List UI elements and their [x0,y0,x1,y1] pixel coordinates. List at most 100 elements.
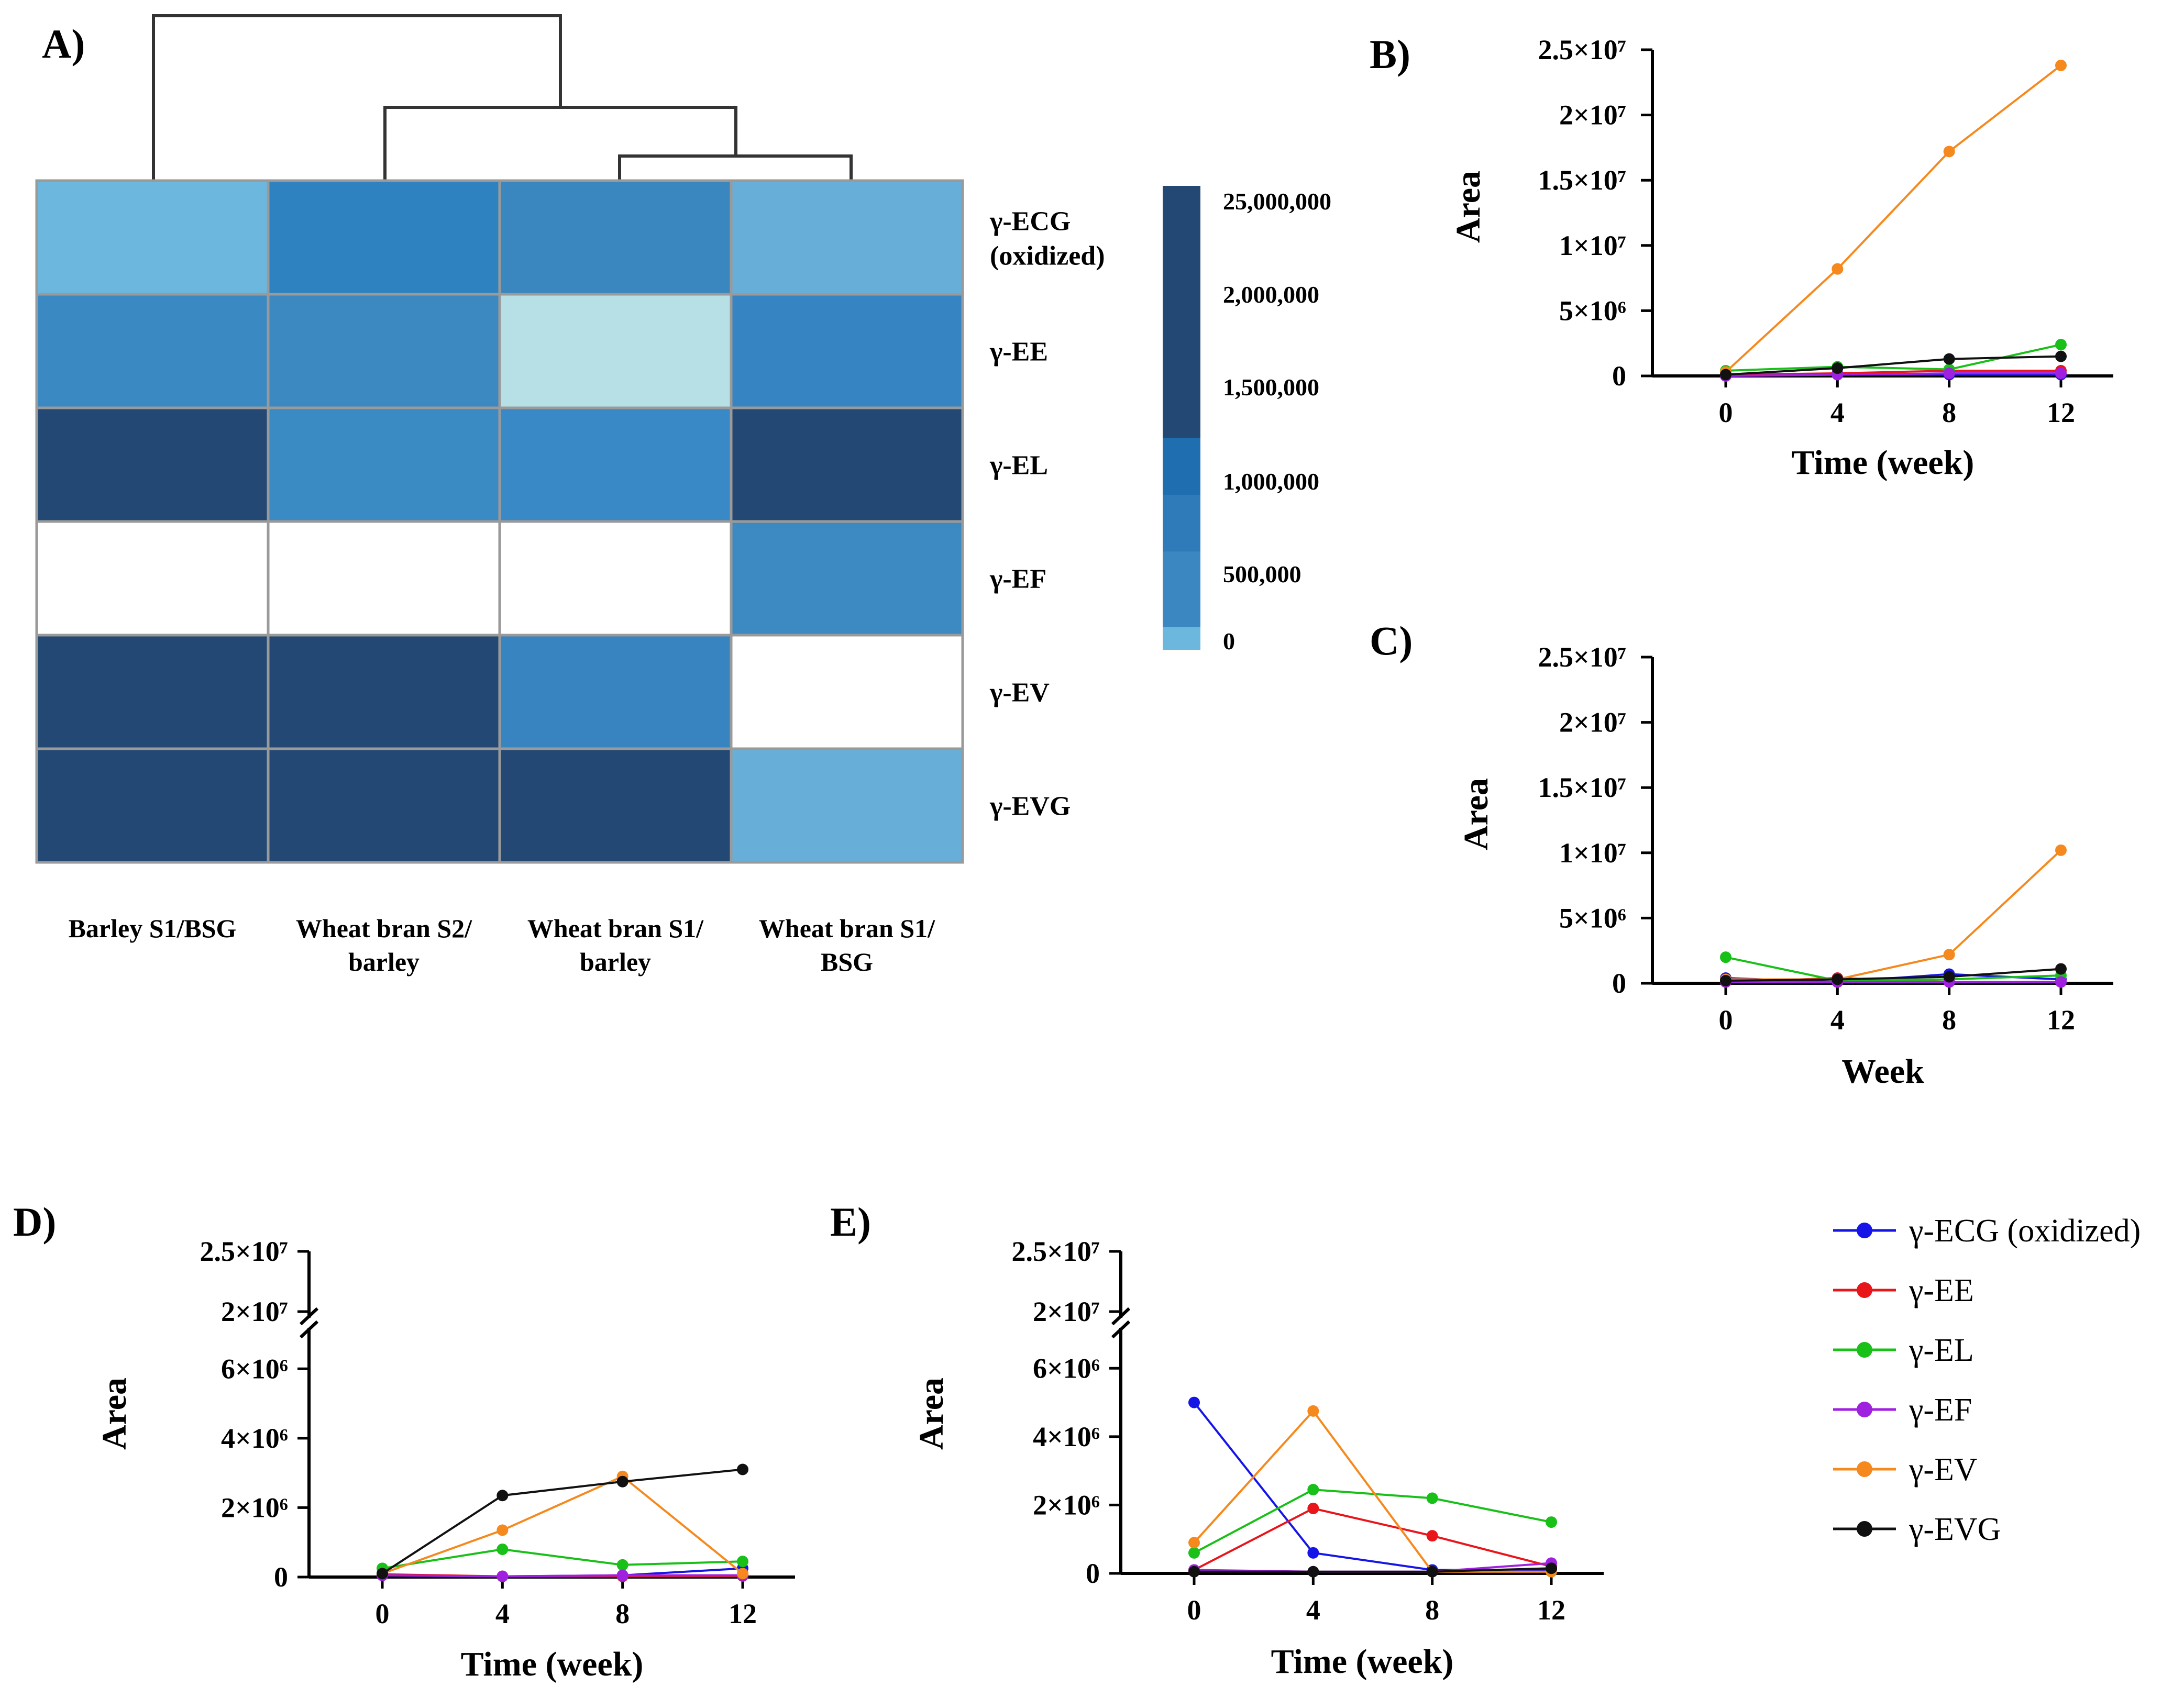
legend-marker [1857,1402,1872,1417]
panel-d-data-point [616,1569,628,1581]
panel-e-y-tick-label: 2×10⁷ [1033,1296,1100,1327]
panel-b-series-line [1725,355,2061,376]
panel-c-series-line [1726,849,2062,981]
colorbar-segment [1163,312,1200,376]
panel-c-data-point [1720,975,1731,987]
panel-c-y-axis-title: Area [1457,778,1495,850]
heatmap-row-label: γ-EE [989,337,1048,367]
panel-c-y-tick-label: 1×10⁷ [1559,837,1626,869]
panel-e-data-point [1188,1396,1200,1408]
panel-b-x-tick-label: 12 [2047,397,2075,428]
panel-d-data-point [497,1570,509,1582]
colorbar-segment [1163,551,1200,628]
panel-b-data-point [1943,146,1955,158]
dendrogram-root-branch [152,14,562,181]
panel-e-data-point [1546,1562,1557,1574]
colorbar-label: 2,000,000 [1223,281,1319,308]
colorbar-segment [1163,249,1200,313]
colorbar-segment [1163,375,1200,439]
heatmap-cell-r1-c0 [35,293,270,409]
panel-c-y-tick-label: 2×10⁷ [1559,707,1626,738]
legend-label: γ-EV [1909,1452,1978,1488]
panel-d-data-point [497,1524,509,1536]
panel-e-axis-break-mark [1111,1320,1131,1339]
heatmap-cell-r4-c1 [267,634,501,750]
heatmap-column-label: Barley S1/BSG [69,914,237,943]
heatmap-cell-r1-c1 [267,293,501,409]
panel-d-y-axis-title: Area [95,1378,134,1450]
chart-panel-c: 0 5×10⁶ 1×10⁷ 1.5×10⁷ 2×10⁷ 2.5×10⁷ 0 4 8 12 Week A… [1457,641,2113,1091]
panel-d-data-point [497,1543,509,1555]
panel-b-data-point [1943,368,1955,380]
chart-panel-b: 0 5×10⁶ 1×10⁷ 1.5×10⁷ 2×10⁷ 2.5×10⁷ 0 4 8 12 Time … [1449,34,2113,482]
panel-c-data-point [2055,976,2067,988]
panel-e-data-point [1426,1492,1438,1504]
panel-c-x-tick-label: 8 [1942,1004,1956,1036]
heatmap-cell-r0-c3 [730,179,964,296]
colorbar: 25,000,000 2,000,000 1,500,000 1,000,000 500… [1163,186,1331,654]
panel-b-y-tick-label: 0 [1612,360,1626,392]
legend-label: γ-EVG [1909,1512,2001,1547]
heatmap-cell-r1-c3 [730,293,964,409]
legend-marker [1857,1521,1872,1537]
panel-d-x-tick-label: 8 [615,1598,630,1629]
heatmap-row-label-line: γ-ECG [989,207,1071,237]
panel-b-x-tick-label: 4 [1830,397,1845,428]
heatmap-cell-r5-c2 [498,747,733,864]
panel-e-series-line [1194,1489,1552,1554]
panel-d-y-tick-label: 2×10⁷ [221,1296,288,1327]
panel-b-data-point [1943,353,1955,365]
panel-d-x-tick-label: 4 [495,1598,510,1629]
panel-e-data-point [1188,1537,1200,1549]
panel-c-data-point [1943,971,1955,983]
panel-d-series-line [382,1475,744,1575]
panel-e-data-point [1188,1547,1200,1559]
panel-d-series-line [382,1574,743,1578]
heatmap-column-label-line: BSG [821,947,873,976]
legend-label: γ-ECG (oxidized) [1909,1213,2141,1249]
panel-e-series-line [1193,1409,1551,1573]
legend-marker [1857,1342,1872,1358]
panel-e-x-axis-title: Time (week) [1271,1642,1454,1681]
legend: γ-ECG (oxidized) γ-EE γ-EL γ-EF γ-EV γ-EVG [1833,1213,2141,1547]
heatmap-column-labels: Barley S1/BSG Wheat bran S2/barley Wheat b… [69,914,936,976]
heatmap-column-label-line: Wheat bran S1/ [527,914,704,943]
heatmap-cell-r3-c0 [35,520,270,637]
panel-d-data-point [737,1556,748,1568]
panel-e-x-tick-label: 0 [1187,1594,1201,1626]
panel-b-series-line [1725,372,2061,377]
heatmap-column-label-line: Barley S1/BSG [69,914,237,943]
heatmap-row-label-line: γ-EV [989,678,1050,708]
panel-c-x-tick-label: 12 [2047,1004,2075,1036]
heatmap-column-label-line: Wheat bran S2/ [296,914,472,943]
panel-e-axis-break-mark [1111,1307,1131,1326]
panel-d-data-point [737,1463,748,1475]
panel-b-x-tick-label: 8 [1942,397,1956,428]
heatmap-cell-r3-c3 [730,520,964,637]
panel-c-data-point [2055,963,2067,975]
colorbar-label: 1,500,000 [1223,374,1319,401]
legend-marker [1857,1461,1872,1477]
panel-d-y-tick-label: 2.5×10⁷ [200,1236,288,1267]
heatmap-cell-r4-c2 [498,634,733,750]
panel-e-y-tick-label: 2×10⁶ [1033,1489,1100,1521]
panel-b-data-point [2055,59,2067,71]
heatmap-row-label: γ-EV [989,678,1050,708]
panel-b-y-tick-label: 1×10⁷ [1559,230,1626,261]
heatmap-cell-r3-c2 [498,520,733,637]
panel-b-series-line [1725,370,2061,376]
panel-e-y-tick-label: 4×10⁶ [1033,1421,1100,1452]
heatmap-cell-r4-c0 [35,634,270,750]
panel-c-series-line [1725,968,2061,982]
panel-d-y-tick-label: 4×10⁶ [221,1423,288,1454]
panel-e-data-point [1307,1405,1319,1417]
heatmap-row-label: γ-ECG (oxidized) [989,207,1105,271]
panel-c-y-tick-label: 1.5×10⁷ [1538,772,1626,803]
heatmap-cell-r5-c1 [267,747,501,864]
heatmap-cell-r5-c0 [35,747,270,864]
panel-b-data-point [1720,369,1731,381]
heatmap-column-label-line: barley [580,947,651,976]
panel-e-y-tick-label: 0 [1086,1558,1100,1589]
panel-d-x-tick-label: 12 [729,1598,757,1629]
